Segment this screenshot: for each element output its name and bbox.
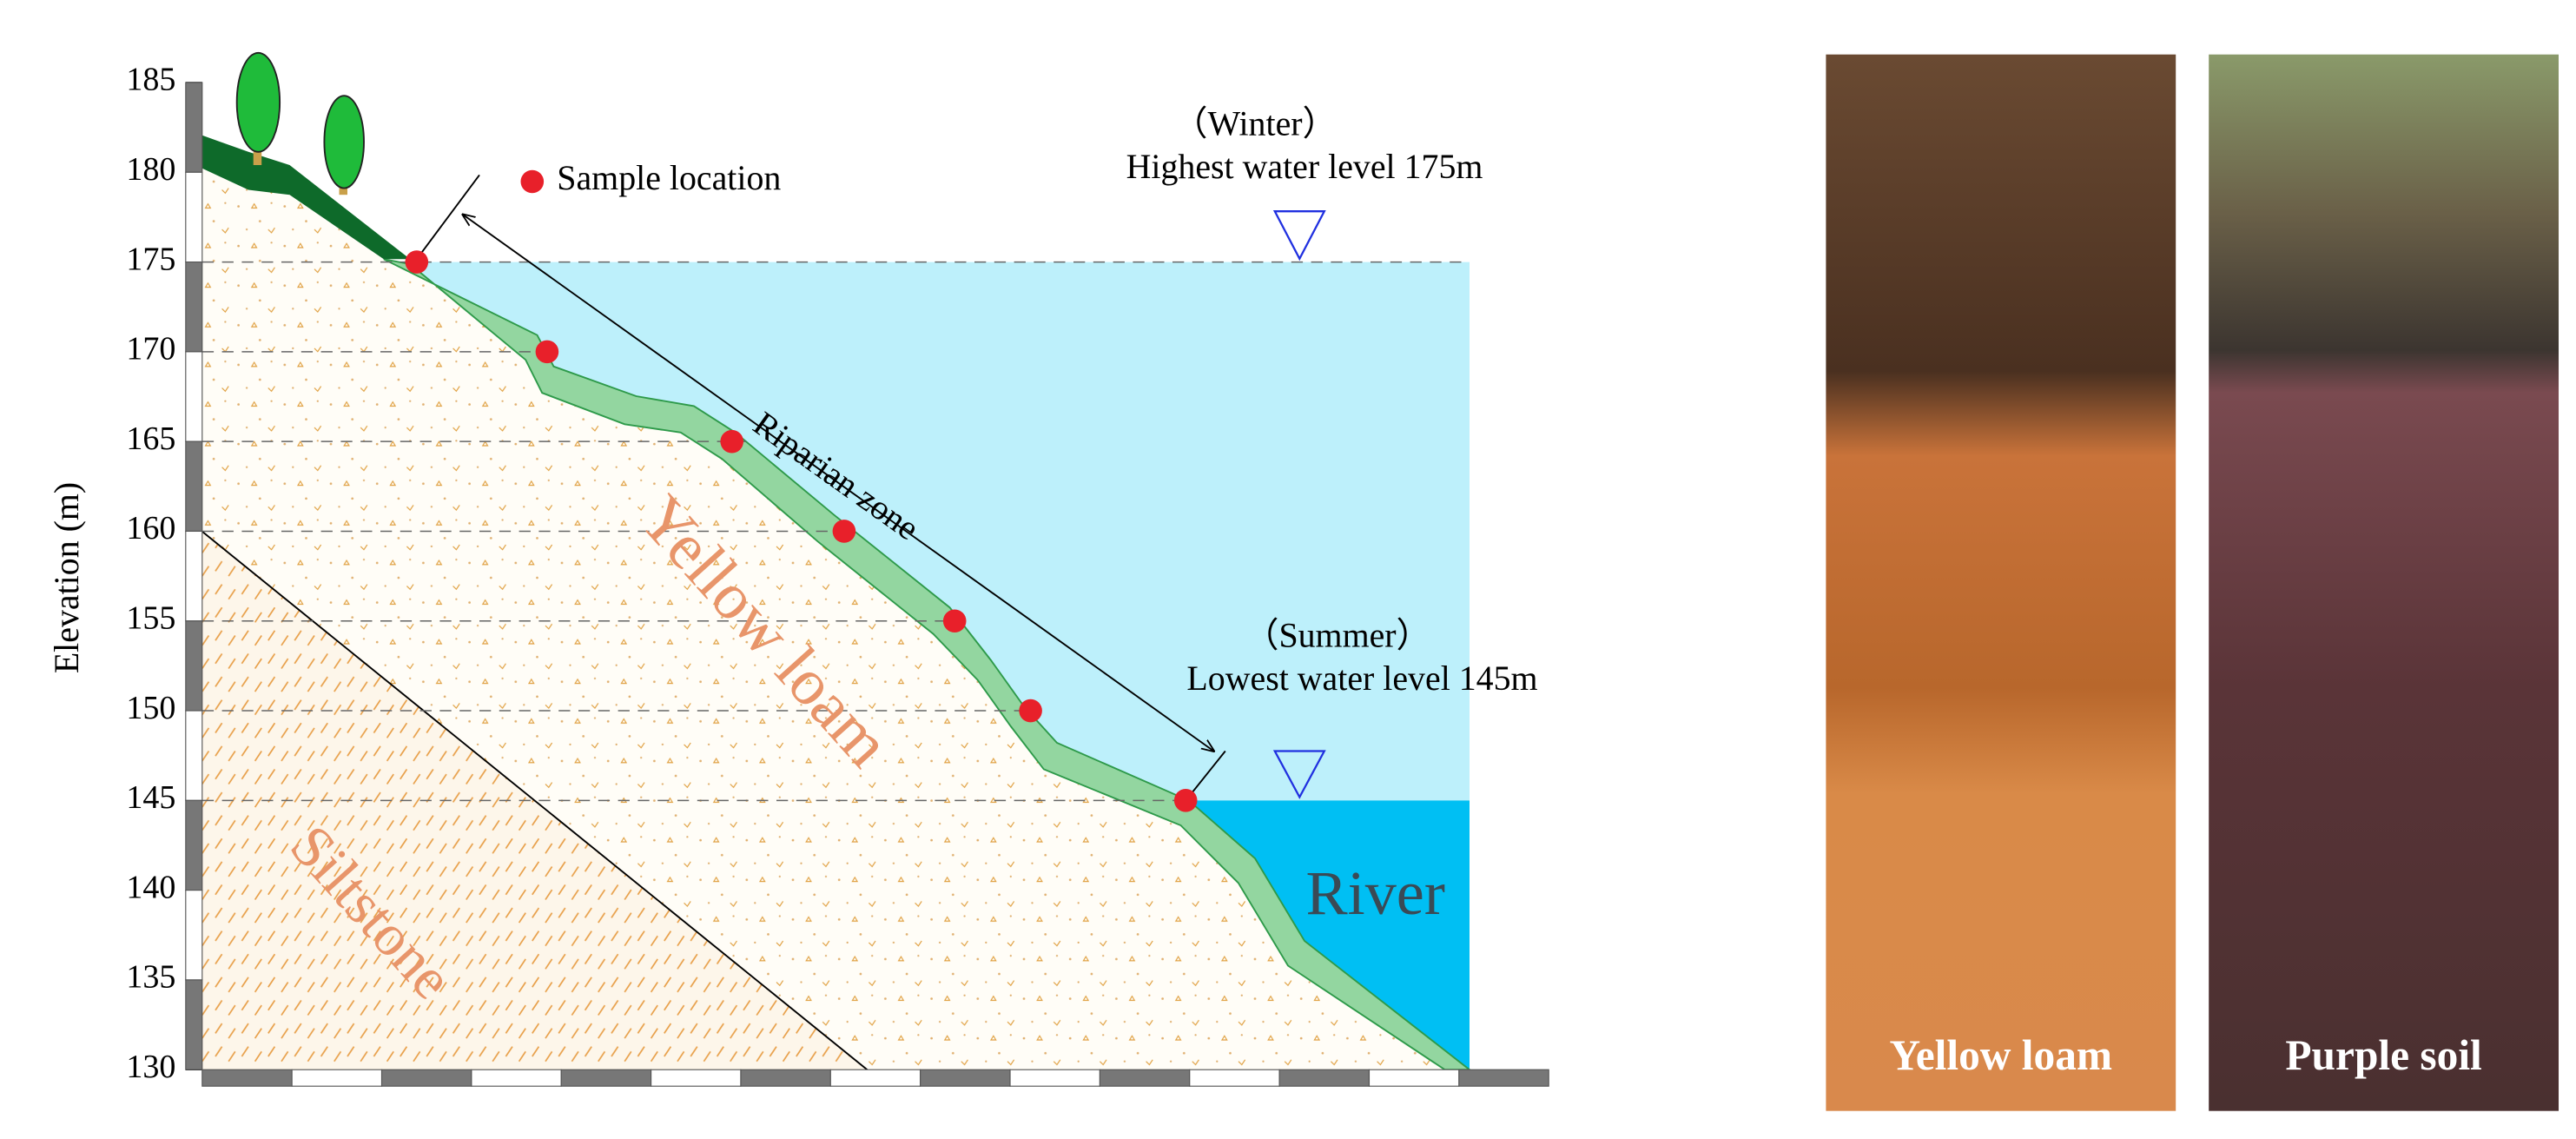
axis-segment (185, 171, 203, 263)
y-tick-label: 130 (126, 1049, 175, 1085)
axis-label: Elevation (m) (47, 482, 86, 673)
axis-segment (1458, 1069, 1549, 1087)
sample-point (535, 340, 559, 364)
axis-segment (185, 440, 203, 533)
y-tick-label: 160 (126, 510, 175, 546)
sample-point (1173, 789, 1198, 812)
y-tick-label: 155 (126, 599, 175, 636)
axis-segment (185, 530, 203, 622)
axis-segment (1009, 1069, 1100, 1087)
summer-season: （Summer） (1245, 615, 1431, 654)
axis-segment (185, 262, 203, 353)
sample-point (1019, 699, 1042, 723)
axis-segment (185, 351, 203, 442)
y-tick-label: 185 (126, 62, 175, 98)
axis-segment (185, 799, 203, 891)
axis-segment (185, 890, 203, 981)
winter-level: Highest water level 175m (1126, 147, 1483, 186)
photo-label: Purple soil (2285, 1031, 2481, 1079)
axis-segment (560, 1069, 652, 1087)
winter-season: （Winter） (1173, 103, 1338, 142)
sample-point (405, 250, 429, 274)
summer-level: Lowest water level 145m (1186, 659, 1537, 698)
y-tick-label: 165 (126, 421, 175, 457)
y-tick-label: 180 (126, 151, 175, 188)
river-label: River (1306, 858, 1445, 928)
photo-yellow-loam (1826, 54, 2176, 1111)
siltstone-boundary (201, 531, 869, 1070)
axis-segment (1368, 1069, 1460, 1087)
axis-segment (185, 82, 203, 173)
y-tick-label: 145 (126, 779, 175, 816)
photo-label: Yellow loam (1890, 1031, 2113, 1079)
axis-segment (380, 1069, 472, 1087)
leader-line (416, 174, 480, 260)
y-tick-label: 170 (126, 331, 175, 368)
axis-segment (291, 1069, 383, 1087)
y-tick-label: 150 (126, 690, 175, 726)
axis-segment (185, 620, 203, 712)
axis-segment (920, 1069, 1011, 1087)
top-soil (201, 135, 411, 260)
axis-segment (201, 1069, 293, 1087)
axis-bars (185, 82, 1549, 1087)
sample-point (832, 520, 856, 543)
photo-purple-soil (2209, 54, 2559, 1111)
sample-point (720, 429, 743, 454)
y-tick-label: 140 (126, 869, 175, 905)
water-level-symbol (1272, 210, 1326, 262)
y-tick-label: 175 (126, 241, 175, 277)
axis-segment (1189, 1069, 1280, 1087)
axis-segment (740, 1069, 831, 1087)
axis-segment (471, 1069, 562, 1087)
riparian-arrow (463, 215, 1214, 752)
y-tick-label: 135 (126, 959, 175, 996)
river (1188, 800, 1470, 1070)
axis-segment (185, 710, 203, 801)
axis-segment (185, 979, 203, 1070)
axis-segment (651, 1069, 742, 1087)
axis-segment (1278, 1069, 1371, 1087)
axis-segment (1099, 1069, 1191, 1087)
axis-segment (829, 1069, 921, 1087)
legend-marker (520, 169, 545, 194)
sample-point (942, 609, 967, 633)
samples-group (405, 250, 1198, 812)
water-level-symbol (1272, 750, 1326, 799)
legend-label: Sample location (557, 158, 781, 197)
trees (235, 51, 365, 195)
